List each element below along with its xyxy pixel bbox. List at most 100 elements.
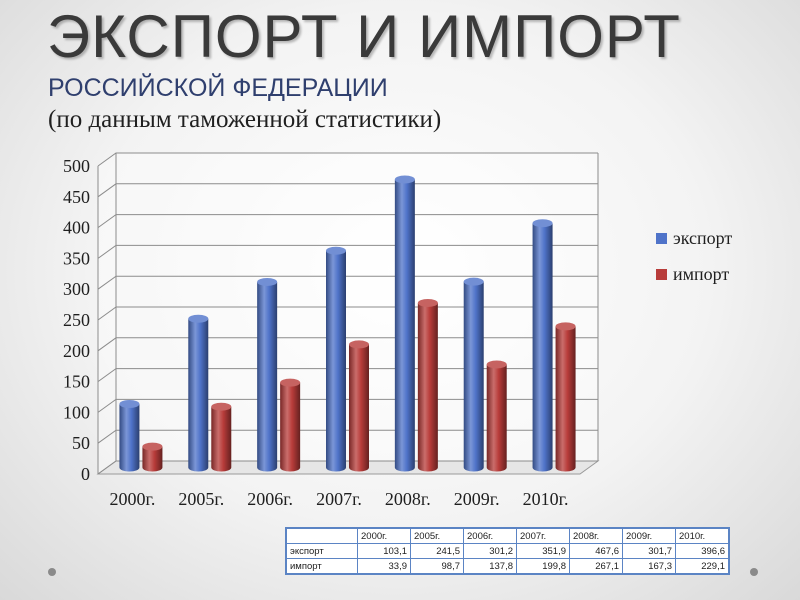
bar-top <box>326 246 346 255</box>
table-cell: 467,6 <box>569 543 623 559</box>
import-bar <box>349 340 369 472</box>
export-bar <box>257 277 278 472</box>
table-header-cell: 2008г. <box>569 527 623 544</box>
bar-top <box>119 399 140 408</box>
bar-body <box>142 446 163 472</box>
bar-body <box>326 250 346 472</box>
table-cell: 267,1 <box>569 558 623 575</box>
bar-body <box>280 382 301 472</box>
y-tick-label: 100 <box>63 402 90 422</box>
x-tick-label: 2000г. <box>109 489 155 509</box>
x-tick-label: 2009г. <box>454 489 500 509</box>
bar-top <box>486 360 507 369</box>
slide-source-note: (по данным таможенной статистики) <box>48 106 442 133</box>
bar-top <box>417 298 438 307</box>
y-tick-label: 0 <box>81 464 90 484</box>
import-bar <box>555 322 576 472</box>
bar-body <box>417 302 438 472</box>
table-cell: 103,1 <box>357 543 411 559</box>
table-cell: 137,8 <box>463 558 517 575</box>
import-bar <box>486 360 507 472</box>
y-tick-label: 300 <box>63 279 90 299</box>
data-table: 2000г. 2005г. 2006г. 2007г. 2008г. 2009г… <box>285 527 730 575</box>
export-bar <box>394 175 415 472</box>
y-tick-label: 50 <box>72 433 90 453</box>
x-tick-label: 2008г. <box>385 489 431 509</box>
bar-body <box>394 179 415 472</box>
table-cell: 301,7 <box>622 543 676 559</box>
x-tick-label: 2007г. <box>316 489 362 509</box>
bar-top <box>394 175 415 184</box>
table-row-label: экспорт <box>285 543 358 559</box>
table-cell: 241,5 <box>410 543 464 559</box>
table-cell: 167,3 <box>622 558 676 575</box>
table-header-cell: 2000г. <box>357 527 411 544</box>
slide-subtitle: РОССИЙСКОЙ ФЕДЕРАЦИИ <box>48 74 388 102</box>
x-tick-label: 2005г. <box>178 489 224 509</box>
bar-body <box>257 281 278 472</box>
table-header-cell: 2010г. <box>675 527 730 544</box>
legend-label: импорт <box>673 264 729 284</box>
table-cell: 301,2 <box>463 543 517 559</box>
bar-body <box>463 281 484 472</box>
y-tick-label: 450 <box>63 187 90 207</box>
table-cell: 229,1 <box>675 558 730 575</box>
bar-top <box>211 402 232 411</box>
chart-floor <box>96 460 600 475</box>
bar-body <box>555 326 576 472</box>
slide-right-bullet-dot <box>750 568 758 576</box>
table-row-label: импорт <box>285 558 358 575</box>
table-cell: 199,8 <box>516 558 570 575</box>
bar-body <box>532 223 553 472</box>
y-tick-label: 200 <box>63 341 90 361</box>
bar-top <box>463 277 484 286</box>
x-tick-label: 2010г. <box>523 489 569 509</box>
export-bar <box>188 314 209 472</box>
table-corner-cell <box>285 527 358 544</box>
y-tick-label: 350 <box>63 248 90 268</box>
bar-top <box>280 378 301 387</box>
legend-swatch <box>656 233 667 244</box>
slide-title: ЭКСПОРТ И ИМПОРТ <box>47 3 681 70</box>
import-bar <box>280 378 301 472</box>
table-header-cell: 2007г. <box>516 527 570 544</box>
y-tick-label: 400 <box>63 218 90 238</box>
import-bar <box>417 298 438 472</box>
bar-body <box>211 406 232 472</box>
bar-body <box>119 403 140 472</box>
bar-top <box>142 442 163 451</box>
export-bar <box>326 246 346 472</box>
import-bar <box>211 402 232 472</box>
y-tick-label: 500 <box>63 156 90 176</box>
export-bar <box>119 399 140 472</box>
import-bar <box>142 442 163 472</box>
table-cell: 33,9 <box>357 558 411 575</box>
table-row: импорт 33,9 98,7 137,8 199,8 267,1 167,3… <box>285 558 730 575</box>
legend-label: экспорт <box>673 228 732 248</box>
table-cell: 351,9 <box>516 543 570 559</box>
bar-top <box>349 340 369 349</box>
y-tick-label: 250 <box>63 310 90 330</box>
chart-back-wall <box>98 153 598 474</box>
table-header-cell: 2005г. <box>410 527 464 544</box>
x-tick-label: 2006г. <box>247 489 293 509</box>
export-bar <box>532 219 553 472</box>
bar-top <box>257 277 278 286</box>
table-cell: 396,6 <box>675 543 730 559</box>
table-header-row: 2000г. 2005г. 2006г. 2007г. 2008г. 2009г… <box>285 527 730 544</box>
table-header-cell: 2006г. <box>463 527 517 544</box>
y-tick-label: 150 <box>63 372 90 392</box>
bar-top <box>188 314 209 323</box>
bar-body <box>486 364 507 472</box>
export-bar <box>463 277 484 472</box>
bar-body <box>188 318 209 472</box>
bar-top <box>532 219 553 228</box>
table-header-cell: 2009г. <box>622 527 676 544</box>
bar-body <box>349 344 369 472</box>
table-cell: 98,7 <box>410 558 464 575</box>
legend-swatch <box>656 269 667 280</box>
slide-left-bullet-dot <box>48 568 56 576</box>
bar-top <box>555 322 576 331</box>
table-row: экспорт 103,1 241,5 301,2 351,9 467,6 30… <box>285 543 730 559</box>
